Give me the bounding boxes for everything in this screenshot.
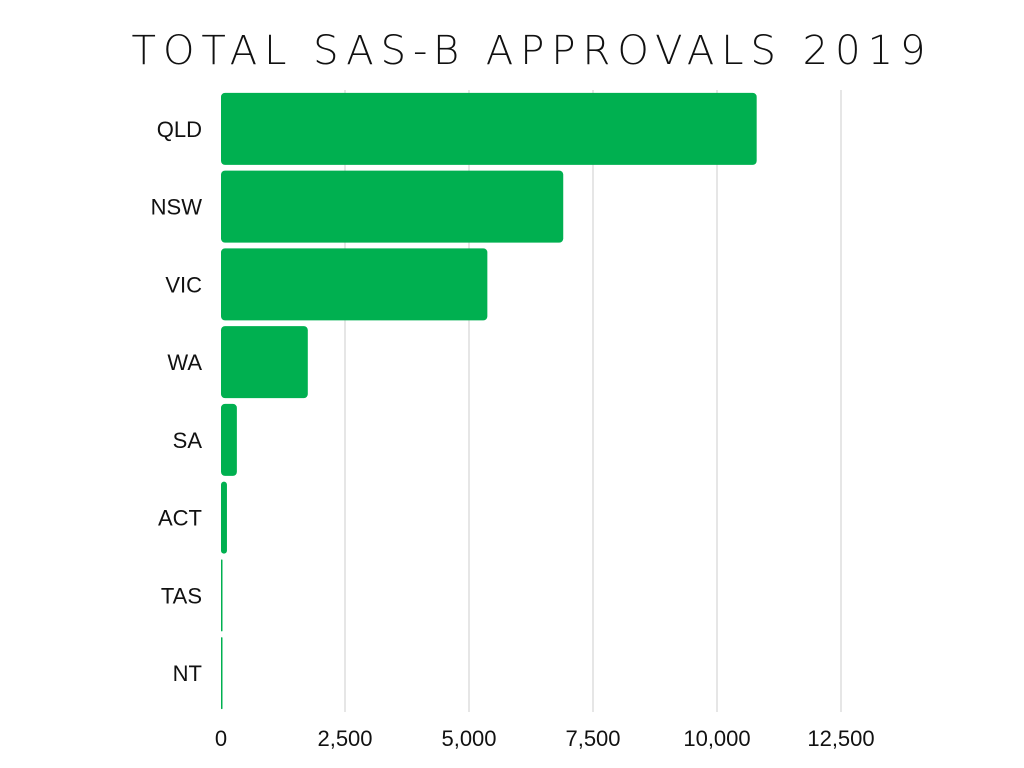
x-tick-label: 7,500 [565,726,620,751]
bar-act [221,481,227,554]
bar-nsw [221,170,564,243]
bar-sa [221,403,237,476]
x-tick-label: 5,000 [441,726,496,751]
chart-title: TOTAL SAS-B APPROVALS 2019 [132,28,933,74]
bar-tas [221,559,223,632]
bar-nt [221,637,223,710]
category-label-nt: NT [173,661,202,686]
category-label-act: ACT [158,506,202,531]
category-label-tas: TAS [161,583,202,608]
x-tick-labels: 0 2,500 5,000 7,500 10,000 12,500 [215,726,875,751]
category-label-qld: QLD [157,117,202,142]
x-tick-label: 12,500 [807,726,874,751]
x-tick-label: 2,500 [317,726,372,751]
bar-wa [221,326,308,399]
category-labels: QLD NSW VIC WA SA ACT TAS NT [151,117,203,686]
x-tick-label: 0 [215,726,227,751]
bar-vic [221,248,488,321]
x-tick-label: 10,000 [683,726,750,751]
category-label-nsw: NSW [151,195,203,220]
category-label-vic: VIC [165,272,202,297]
bar-qld [221,92,757,165]
category-label-sa: SA [173,428,203,453]
category-label-wa: WA [167,350,202,375]
bars [221,92,757,710]
